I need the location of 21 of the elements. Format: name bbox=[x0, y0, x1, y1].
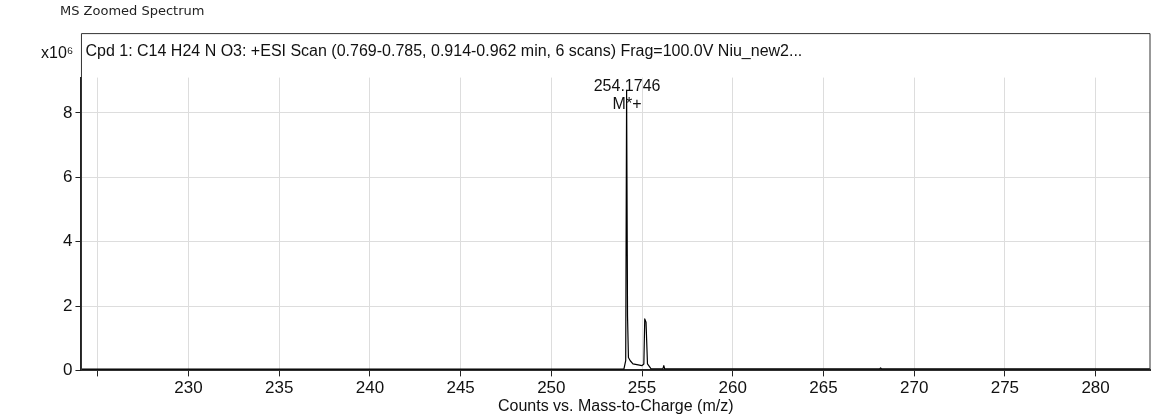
annotation: 254.1746 bbox=[593, 76, 661, 94]
chart-title: MS Zoomed Spectrum bbox=[60, 3, 205, 19]
x-tick-label: 255 bbox=[627, 378, 657, 398]
chart-subtitle: Cpd 1: C14 H24 N O3: +ESI Scan (0.769-0.785, 0.914-0.962 min, 6 scans) Frag=100.0V Niu_new2... bbox=[85, 42, 803, 61]
y-tick-label: 8 bbox=[62, 102, 73, 122]
y-tick-label: 0 bbox=[62, 360, 73, 380]
x-tick-label: 270 bbox=[899, 378, 929, 398]
y-axis-title: x10⁶ bbox=[41, 44, 74, 62]
x-tick-label: 245 bbox=[446, 378, 475, 398]
x-tick-label: 260 bbox=[718, 378, 747, 398]
x-tick-label: 240 bbox=[355, 378, 385, 398]
x-tick-label: 230 bbox=[174, 378, 203, 398]
y-tick-label: 4 bbox=[62, 231, 73, 251]
y-tick-label: 2 bbox=[62, 295, 73, 315]
x-axis-title: Counts vs. Mass-to-Charge (m/z) bbox=[497, 396, 734, 414]
x-tick-label: 250 bbox=[537, 378, 566, 398]
x-tick-label: 265 bbox=[809, 378, 838, 398]
x-tick-label: 235 bbox=[265, 378, 294, 398]
x-tick-label: 280 bbox=[1081, 378, 1110, 398]
x-tick-label: 275 bbox=[990, 378, 1020, 398]
y-tick-label: 6 bbox=[62, 167, 73, 187]
